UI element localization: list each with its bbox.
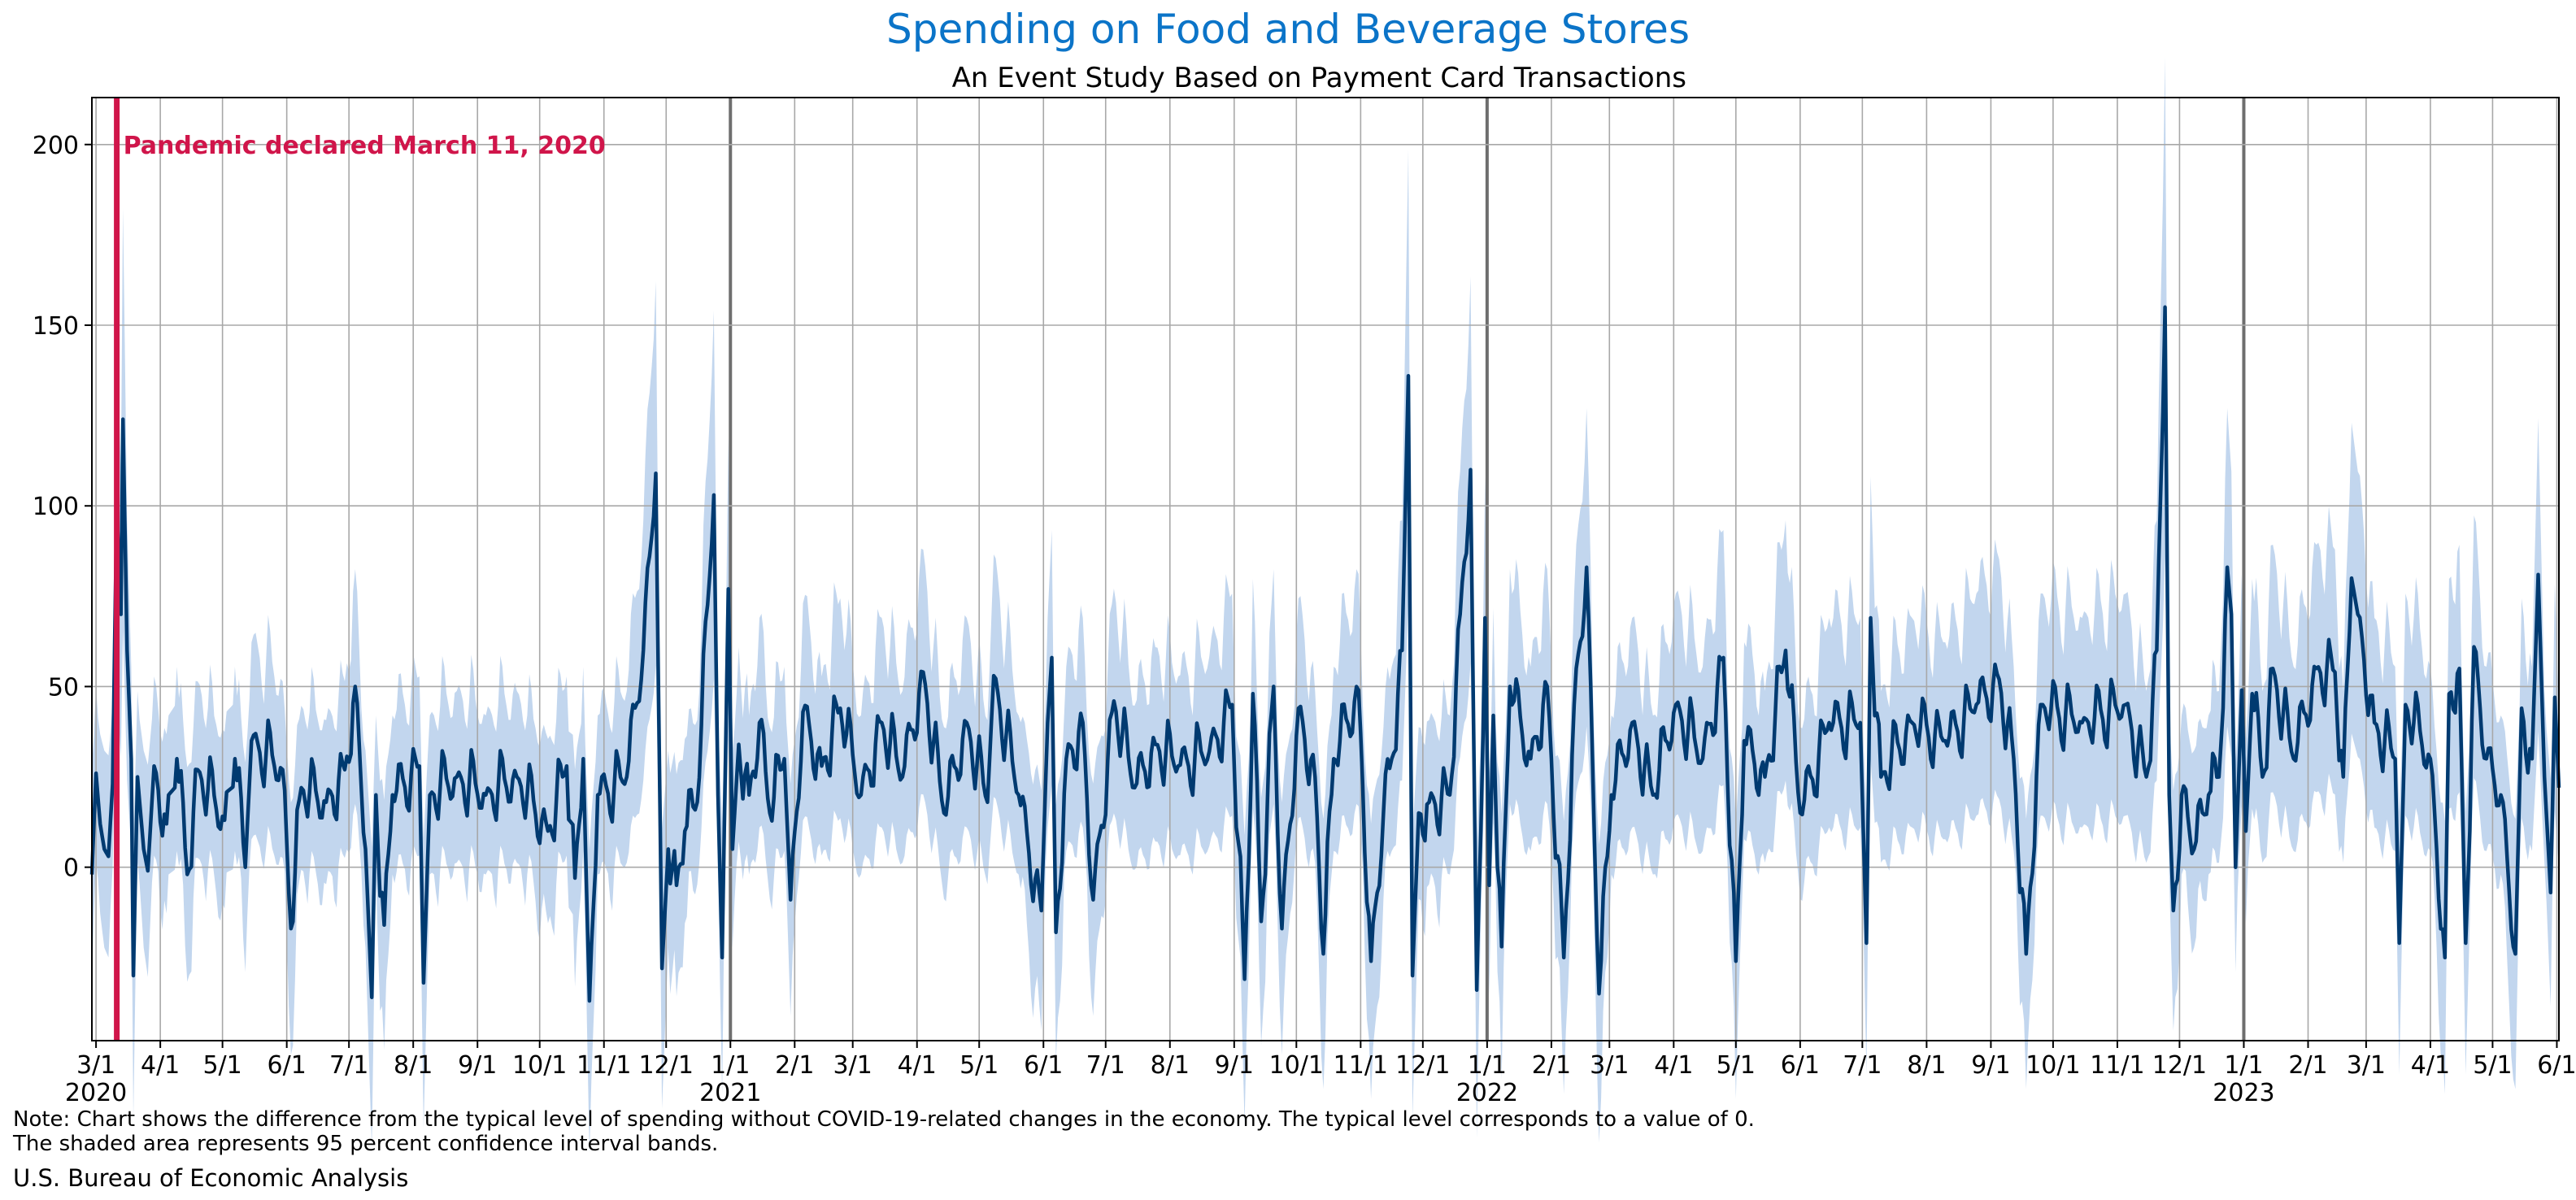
y-tick-label: 50 <box>48 673 79 702</box>
x-year-label: 2023 <box>2213 1079 2274 1107</box>
axis-labels: 3/1 4/1 5/1 6/1 7/1 8/1 9/1 10/1 11/1 12/1 1/1 2/1 3… <box>33 132 2576 1107</box>
x-tick-label: 12/1 <box>2152 1051 2207 1080</box>
x-tick-label: 1/1 <box>2224 1051 2263 1080</box>
x-tick-label: 5/1 <box>202 1051 242 1080</box>
x-tick-label: 12/1 <box>639 1051 694 1080</box>
x-tick-label: 3/1 <box>76 1051 115 1080</box>
x-tick-label: 10/1 <box>512 1051 567 1080</box>
x-year-label: 2021 <box>699 1079 761 1107</box>
x-tick-label: 9/1 <box>1215 1051 1254 1080</box>
x-tick-label: 2/1 <box>1532 1051 1571 1080</box>
x-tick-label: 2/1 <box>2288 1051 2327 1080</box>
x-tick-label: 1/1 <box>711 1051 750 1080</box>
chart-title: Spending on Food and Beverage Stores <box>886 6 1690 53</box>
note-line-1: Note: Chart shows the difference from th… <box>13 1107 1755 1132</box>
confidence-band <box>92 57 2559 1153</box>
x-tick-label: 5/1 <box>959 1051 999 1080</box>
x-tick-label: 6/1 <box>1024 1051 1063 1080</box>
x-tick-label: 10/1 <box>2026 1051 2080 1080</box>
x-tick-label: 7/1 <box>329 1051 368 1080</box>
x-tick-label: 3/1 <box>833 1051 872 1080</box>
confidence-band-layer <box>92 57 2559 1153</box>
y-tick-label: 100 <box>33 493 79 521</box>
source-credit: U.S. Bureau of Economic Analysis <box>13 1164 409 1192</box>
event-marker-layer: Pandemic declared March 11, 2020 <box>114 98 606 1041</box>
x-tick-label: 11/1 <box>2090 1051 2144 1080</box>
plot-frame <box>91 97 2560 1041</box>
x-tick-label: 6/1 <box>2537 1051 2576 1080</box>
x-tick-label: 9/1 <box>1971 1051 2010 1080</box>
x-tick-label: 2/1 <box>775 1051 814 1080</box>
series-line-layer <box>89 305 2561 1003</box>
y-tick-label: 150 <box>33 312 79 341</box>
x-tick-label: 7/1 <box>1843 1051 1882 1080</box>
x-tick-label: 7/1 <box>1086 1051 1125 1080</box>
x-tick-label: 5/1 <box>2473 1051 2512 1080</box>
x-tick-label: 3/1 <box>1590 1051 1629 1080</box>
series-line-estimate <box>89 305 2561 1003</box>
x-tick-label: 4/1 <box>1654 1051 1693 1080</box>
x-year-label: 2020 <box>65 1079 127 1107</box>
x-tick-label: 12/1 <box>1395 1051 1450 1080</box>
y-tick-label: 200 <box>33 132 79 160</box>
x-tick-label: 8/1 <box>394 1051 433 1080</box>
x-tick-label: 4/1 <box>141 1051 180 1080</box>
event-label: Pandemic declared March 11, 2020 <box>124 132 606 160</box>
x-tick-label: 5/1 <box>1717 1051 1756 1080</box>
chart-subtitle: An Event Study Based on Payment Card Tra… <box>951 62 1686 94</box>
x-tick-label: 9/1 <box>458 1051 497 1080</box>
gridlines <box>92 98 2559 1041</box>
x-tick-label: 6/1 <box>1781 1051 1820 1080</box>
x-tick-label: 1/1 <box>1468 1051 1507 1080</box>
y-tick-label: 0 <box>63 854 79 883</box>
x-tick-label: 11/1 <box>577 1051 631 1080</box>
x-tick-label: 4/1 <box>898 1051 937 1080</box>
x-tick-label: 3/1 <box>2347 1051 2386 1080</box>
x-tick-label: 8/1 <box>1907 1051 1946 1080</box>
x-tick-label: 11/1 <box>1334 1051 1388 1080</box>
x-tick-label: 6/1 <box>268 1051 307 1080</box>
x-tick-label: 8/1 <box>1151 1051 1190 1080</box>
x-tick-label: 4/1 <box>2411 1051 2450 1080</box>
x-tick-label: 10/1 <box>1269 1051 1324 1080</box>
x-year-label: 2022 <box>1456 1079 1518 1107</box>
note-line-2: The shaded area represents 95 percent co… <box>13 1132 719 1156</box>
